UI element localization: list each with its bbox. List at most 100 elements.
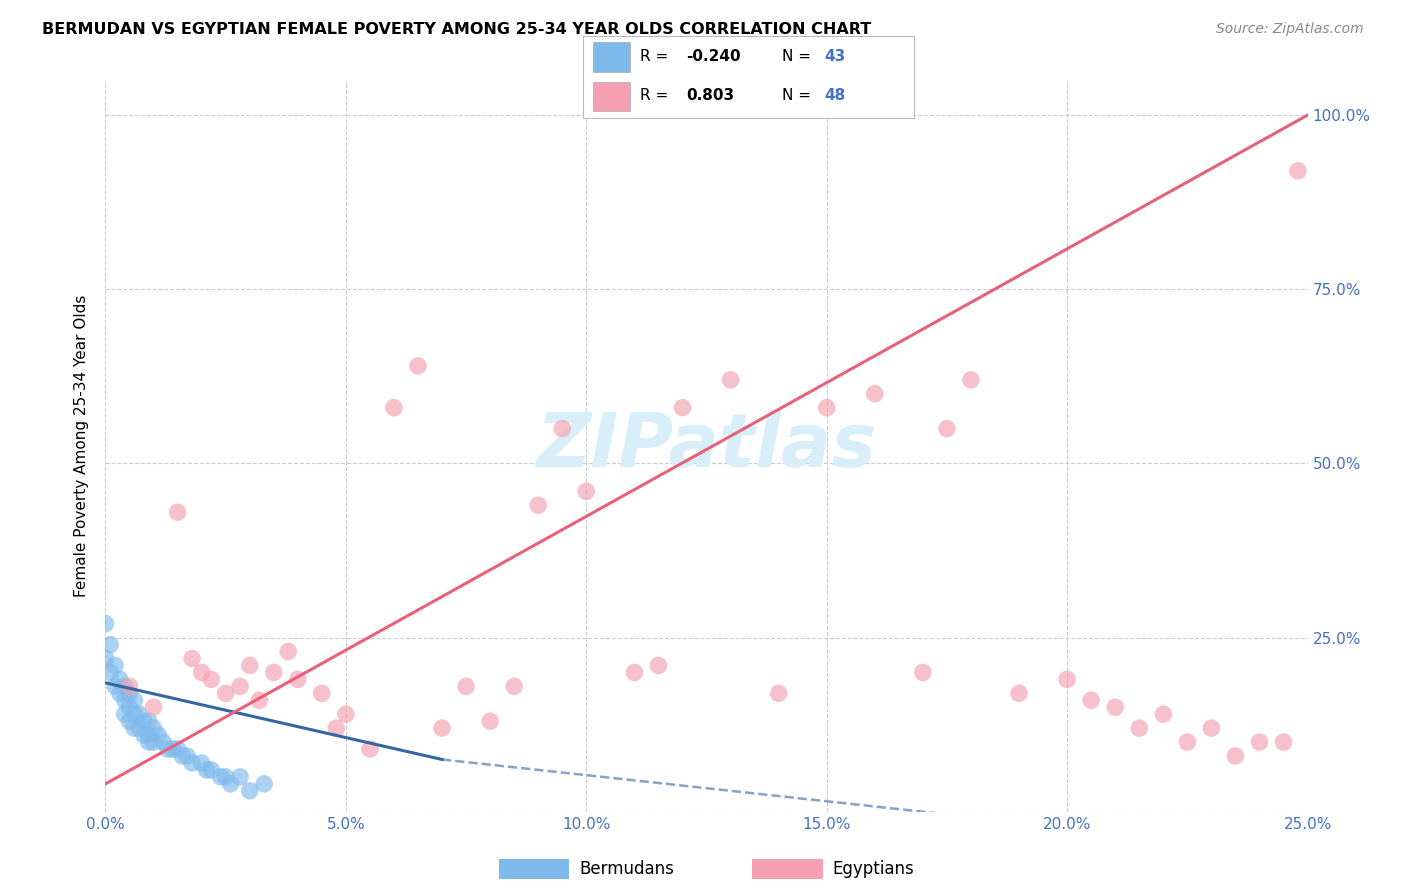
Text: Bermudans: Bermudans	[579, 860, 673, 878]
Text: R =: R =	[640, 49, 673, 64]
Text: 43: 43	[825, 49, 846, 64]
Point	[200, 763, 222, 777]
Point	[1056, 673, 1078, 687]
Point	[124, 707, 146, 722]
Point	[1225, 749, 1247, 764]
Point	[108, 673, 131, 687]
Point	[768, 686, 790, 700]
Point	[1128, 721, 1150, 735]
Point	[671, 401, 693, 415]
Point	[128, 721, 150, 735]
Y-axis label: Female Poverty Among 25-34 Year Olds: Female Poverty Among 25-34 Year Olds	[75, 295, 90, 597]
Point	[128, 707, 150, 722]
Point	[176, 749, 198, 764]
Point	[1080, 693, 1102, 707]
Text: ZIPatlas: ZIPatlas	[537, 409, 876, 483]
Point	[172, 749, 194, 764]
Point	[142, 735, 165, 749]
Point	[647, 658, 669, 673]
Point	[132, 728, 155, 742]
Point	[181, 651, 204, 665]
Point	[148, 728, 170, 742]
Point	[156, 742, 179, 756]
Bar	[593, 82, 630, 112]
Point	[253, 777, 276, 791]
Point	[114, 707, 136, 722]
Point	[94, 616, 117, 631]
Point	[166, 505, 188, 519]
Text: N =: N =	[782, 88, 815, 103]
Point	[815, 401, 838, 415]
Point	[911, 665, 934, 680]
Point	[311, 686, 333, 700]
Point	[108, 686, 131, 700]
Point	[239, 658, 262, 673]
Point	[214, 686, 236, 700]
Point	[98, 638, 121, 652]
Point	[162, 742, 184, 756]
Point	[1008, 686, 1031, 700]
Point	[287, 673, 309, 687]
Point	[132, 714, 155, 728]
Point	[359, 742, 381, 756]
Point	[152, 735, 174, 749]
Point	[114, 693, 136, 707]
Point	[138, 714, 160, 728]
Point	[1175, 735, 1198, 749]
Point	[575, 484, 598, 499]
Point	[142, 721, 165, 735]
Point	[247, 693, 270, 707]
Point	[527, 498, 550, 512]
Point	[239, 784, 262, 798]
Text: N =: N =	[782, 49, 815, 64]
Text: -0.240: -0.240	[686, 49, 741, 64]
Text: R =: R =	[640, 88, 678, 103]
Bar	[593, 42, 630, 71]
Point	[104, 679, 127, 693]
Point	[936, 421, 959, 435]
Point	[195, 763, 218, 777]
Text: Source: ZipAtlas.com: Source: ZipAtlas.com	[1216, 22, 1364, 37]
Point	[166, 742, 188, 756]
Point	[720, 373, 742, 387]
Point	[229, 770, 252, 784]
Point	[277, 644, 299, 658]
Point	[406, 359, 429, 373]
Point	[138, 735, 160, 749]
Point	[263, 665, 285, 680]
Point	[382, 401, 405, 415]
Point	[551, 421, 574, 435]
Point	[118, 679, 141, 693]
Point	[219, 777, 242, 791]
Point	[138, 728, 160, 742]
Point	[229, 679, 252, 693]
Point	[1201, 721, 1223, 735]
Point	[214, 770, 236, 784]
Point	[118, 700, 141, 714]
Point	[623, 665, 645, 680]
Text: BERMUDAN VS EGYPTIAN FEMALE POVERTY AMONG 25-34 YEAR OLDS CORRELATION CHART: BERMUDAN VS EGYPTIAN FEMALE POVERTY AMON…	[42, 22, 872, 37]
Point	[114, 679, 136, 693]
Text: 0.803: 0.803	[686, 88, 734, 103]
Text: 48: 48	[825, 88, 846, 103]
Point	[454, 679, 477, 693]
Point	[479, 714, 502, 728]
Point	[1272, 735, 1295, 749]
Point	[209, 770, 232, 784]
Point	[118, 686, 141, 700]
Point	[503, 679, 526, 693]
Point	[181, 756, 204, 770]
Point	[1152, 707, 1174, 722]
Text: Egyptians: Egyptians	[832, 860, 914, 878]
Point	[335, 707, 357, 722]
Point	[124, 693, 146, 707]
Point	[190, 756, 212, 770]
Point	[118, 714, 141, 728]
Point	[325, 721, 347, 735]
Point	[430, 721, 453, 735]
Point	[98, 665, 121, 680]
Point	[1104, 700, 1126, 714]
Point	[124, 721, 146, 735]
Point	[863, 386, 886, 401]
Point	[1249, 735, 1271, 749]
